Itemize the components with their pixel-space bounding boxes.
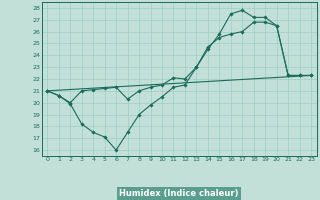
Text: Humidex (Indice chaleur): Humidex (Indice chaleur)	[119, 189, 239, 198]
